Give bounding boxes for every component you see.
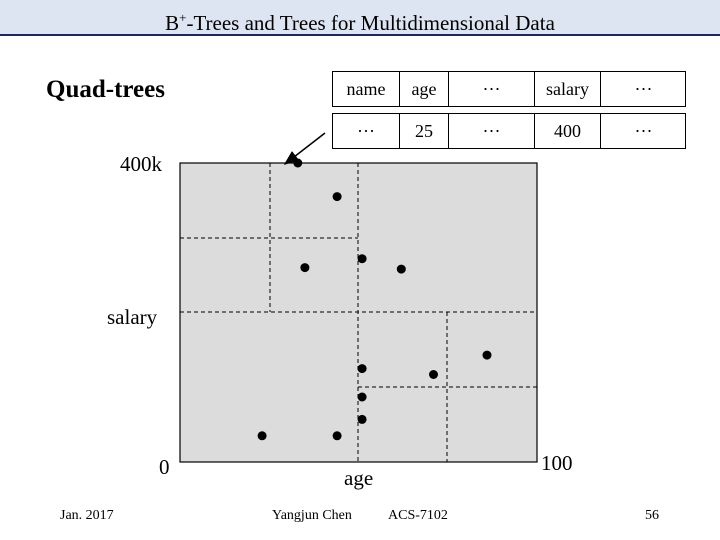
slide-title: B+-Trees and Trees for Multidimensional …	[165, 10, 555, 35]
cell-divider	[534, 72, 535, 106]
y-min-label: 0	[159, 455, 170, 479]
data-point	[357, 364, 367, 374]
y-max-label: 400k	[120, 152, 162, 176]
record-header-cell: ···	[482, 79, 501, 99]
cell-divider	[448, 72, 449, 106]
y-axis-label: salary	[107, 305, 158, 329]
data-point	[332, 431, 342, 441]
cell-divider	[534, 114, 535, 148]
data-point	[332, 192, 342, 202]
data-point	[429, 370, 438, 379]
record-header-cell: name	[346, 79, 386, 99]
data-point	[257, 431, 267, 441]
record-pointer-arrow	[283, 132, 326, 165]
data-point	[482, 350, 492, 360]
record-data-cell: ···	[357, 121, 375, 141]
record-header-cell: ···	[634, 79, 653, 99]
record-header-cell: age	[411, 79, 437, 99]
record-header-row: name age ··· salary ···	[332, 71, 686, 107]
cell-divider	[600, 114, 601, 148]
x-max-label: 100	[541, 451, 573, 475]
footer-page-number: 56	[645, 508, 659, 523]
data-point	[396, 264, 406, 274]
data-point	[357, 392, 367, 402]
cell-divider	[448, 114, 449, 148]
data-point	[300, 263, 310, 273]
title-bar	[0, 0, 720, 36]
data-point	[293, 158, 303, 168]
slide-heading: Quad-trees	[46, 76, 165, 103]
x-axis-label: age	[344, 466, 374, 490]
quadrant-partition-lines	[180, 163, 537, 462]
footer-course: ACS-7102	[388, 508, 448, 523]
footer-author: Yangjun Chen	[272, 508, 352, 523]
cell-divider	[399, 72, 400, 106]
data-point	[357, 254, 367, 264]
record-header-cell: salary	[546, 79, 589, 99]
data-points	[257, 158, 492, 441]
record-data-cell: ···	[482, 121, 501, 141]
footer-date: Jan. 2017	[60, 508, 114, 523]
data-point	[357, 414, 367, 424]
record-data-row: ··· 25 ··· 400 ···	[332, 113, 686, 149]
cell-divider	[600, 72, 601, 106]
record-data-cell: ···	[634, 121, 653, 141]
cell-divider	[399, 114, 400, 148]
record-data-cell: 25	[415, 121, 433, 141]
record-data-cell: 400	[554, 121, 581, 141]
